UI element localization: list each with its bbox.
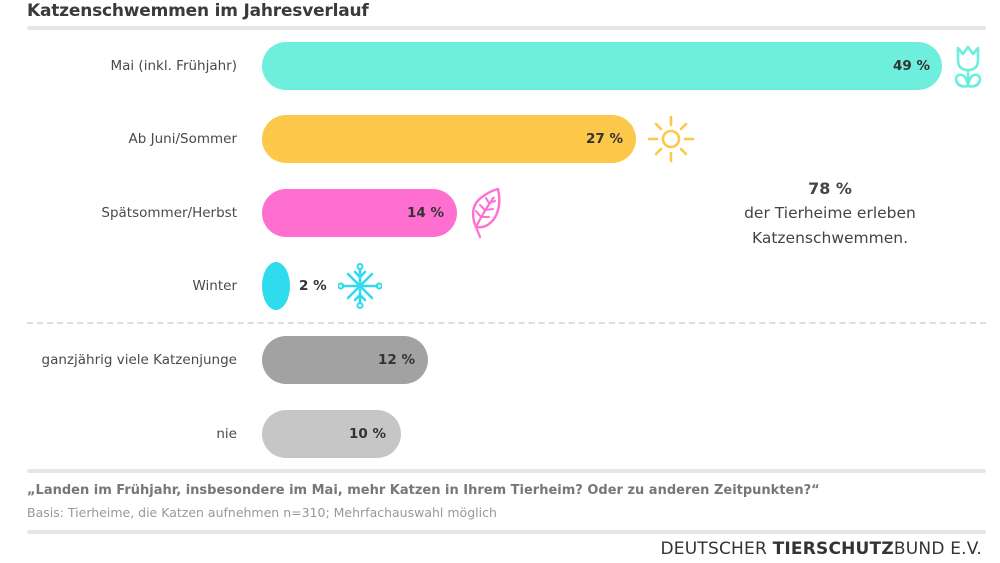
bar-label: Winter [192, 278, 237, 294]
logo-suffix: BUND E.V. [893, 539, 982, 559]
bar-value: 10 % [348, 426, 386, 442]
snowflake-icon [338, 263, 382, 309]
bar-value: 2 % [299, 278, 327, 294]
footer-divider-top [27, 469, 986, 473]
bar-label: nie [216, 426, 237, 442]
bar-row-mai: Mai (inkl. Frühjahr) 49 % [0, 42, 1000, 90]
bar-label: Mai (inkl. Frühjahr) [110, 58, 237, 74]
bar-row-sommer: Ab Juni/Sommer 27 % [0, 115, 1000, 163]
callout-line-2: Katzenschwemmen. [751, 229, 909, 247]
bar-nie [262, 410, 401, 458]
bar-value: 27 % [585, 131, 623, 147]
bar-row-nie: nie 10 % [0, 410, 1000, 458]
footer-divider-bottom [27, 530, 986, 534]
bar-mai [262, 42, 942, 90]
sun-icon [647, 115, 695, 163]
bar-row-ganzjaehrig: ganzjährig viele Katzenjunge 12 % [0, 336, 1000, 384]
bar-sommer [262, 115, 636, 163]
top-divider [27, 26, 986, 30]
survey-basis: Basis: Tierheime, die Katzen aufnehmen n… [27, 505, 497, 520]
bar-value: 12 % [377, 352, 415, 368]
bar-label: Ab Juni/Sommer [128, 131, 237, 147]
brand-logo: DEUTSCHER TIERSCHUTZBUND E.V. [661, 539, 982, 559]
bar-label: ganzjährig viele Katzenjunge [41, 352, 238, 368]
bar-ganzjaehrig [262, 336, 428, 384]
leaf-icon [471, 187, 501, 239]
logo-bold: TIERSCHUTZ [772, 539, 894, 559]
bar-value: 49 % [892, 58, 930, 74]
bar-winter [262, 262, 290, 310]
bar-label: Spätsommer/Herbst [101, 205, 237, 221]
dashed-separator [27, 322, 986, 324]
callout-line-1: der Tierheime erleben [744, 204, 916, 222]
chart-title: Katzenschwemmen im Jahresverlauf [27, 1, 369, 21]
callout-value: 78 % [808, 179, 852, 198]
tulip-icon [954, 45, 982, 88]
summary-callout: 78 % der Tierheime erleben Katzenschwemm… [720, 176, 940, 251]
bar-row-winter: Winter 2 % [0, 262, 1000, 310]
bar-herbst [262, 189, 457, 237]
survey-question: „Landen im Frühjahr, insbesondere im Mai… [27, 483, 820, 498]
logo-prefix: DEUTSCHER [660, 539, 773, 559]
bar-value: 14 % [406, 205, 444, 221]
bar-row-herbst: Spätsommer/Herbst 14 % [0, 187, 1000, 239]
